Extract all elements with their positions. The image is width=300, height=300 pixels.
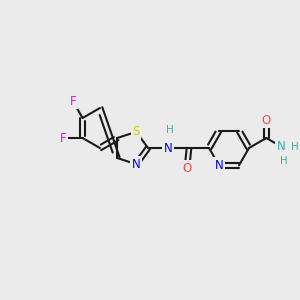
Text: O: O	[262, 113, 271, 127]
Text: S: S	[133, 125, 140, 138]
Text: F: F	[70, 95, 76, 108]
Text: N: N	[164, 142, 172, 154]
Text: N: N	[132, 158, 141, 171]
Text: N: N	[277, 140, 285, 153]
Text: H: H	[291, 142, 299, 152]
Text: F: F	[60, 131, 67, 145]
Text: H: H	[280, 156, 287, 166]
Text: H: H	[166, 125, 174, 135]
Text: N: N	[214, 159, 224, 172]
Text: O: O	[182, 161, 192, 175]
